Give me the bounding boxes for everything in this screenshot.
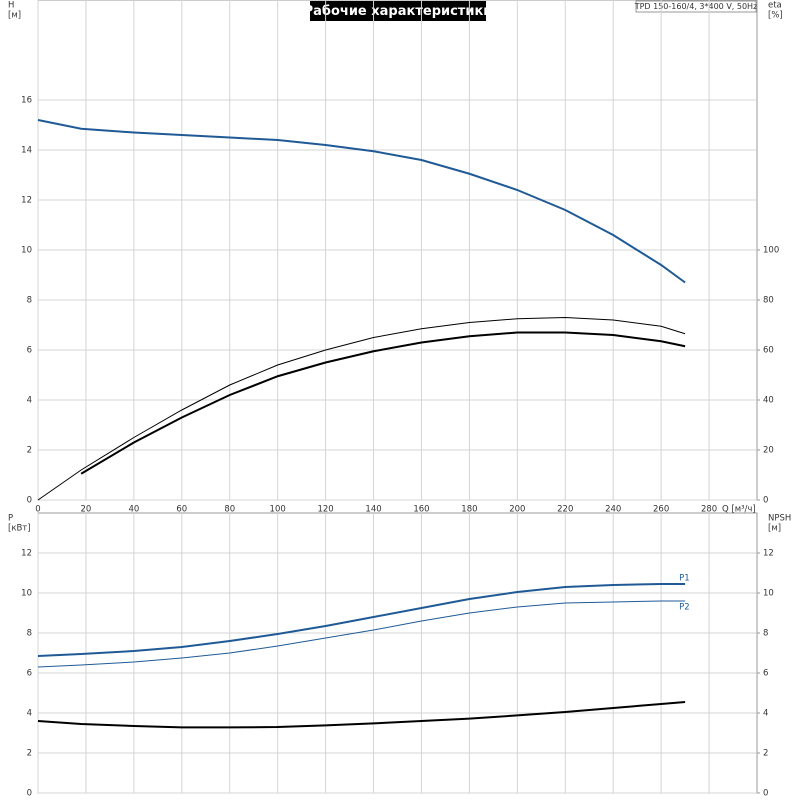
- y2-tick-label: 8: [763, 629, 768, 639]
- y2-tick-label: 12: [763, 549, 774, 559]
- x-tick-label: 200: [509, 505, 525, 515]
- y2-tick-label: 40: [763, 396, 774, 406]
- y-tick-label: 10: [21, 589, 32, 599]
- y-tick-label: 16: [21, 96, 32, 106]
- y-axis-unit: [м]: [8, 11, 21, 21]
- x-tick-label: 120: [317, 505, 333, 515]
- y-tick-label: 0: [27, 789, 32, 799]
- annotation: TPD 150-160/4, 3*400 V, 50Hz: [634, 2, 758, 11]
- curve: [37, 701, 686, 729]
- y2-tick-label: 2: [763, 749, 768, 759]
- x-tick-label: 20: [81, 505, 92, 515]
- y-tick-label: 12: [21, 549, 32, 559]
- y2-axis-label: NPSH: [768, 514, 791, 524]
- curve: [37, 583, 686, 657]
- curve: [37, 316, 686, 501]
- x-tick-label: 160: [413, 505, 429, 515]
- y2-tick-label: 100: [763, 246, 779, 256]
- y-tick-label: 0: [27, 496, 32, 506]
- annotation-box: [635, 0, 757, 13]
- x-tick-label: 140: [365, 505, 381, 515]
- y-axis-label: P: [8, 514, 13, 524]
- y-tick-label: 10: [21, 246, 32, 256]
- curve: [37, 119, 686, 284]
- y-axis-unit: [кВт]: [8, 524, 31, 534]
- y-tick-label: 4: [27, 396, 32, 406]
- x-tick-label: 180: [461, 505, 477, 515]
- y2-tick-label: 60: [763, 346, 774, 356]
- x-tick-label: 100: [270, 505, 286, 515]
- y2-tick-label: 10: [763, 589, 774, 599]
- y2-axis-unit: [м]: [768, 524, 781, 534]
- x-tick-label: 0: [35, 505, 40, 515]
- series-label: P2: [679, 603, 690, 613]
- y-tick-label: 4: [27, 709, 32, 719]
- y2-tick-label: 20: [763, 446, 774, 456]
- y2-tick-label: 0: [763, 789, 768, 799]
- y-tick-label: 2: [27, 446, 32, 456]
- y-tick-label: 12: [21, 196, 32, 206]
- x-axis-label: Q [м³/ч]: [722, 505, 756, 515]
- series-label: P1: [679, 574, 690, 584]
- y-tick-label: 8: [27, 629, 32, 639]
- x-tick-label: 60: [176, 505, 187, 515]
- y-tick-label: 6: [27, 346, 32, 356]
- y2-axis-label: eta: [768, 1, 782, 11]
- y2-tick-label: 4: [763, 709, 768, 719]
- y-tick-label: 8: [27, 296, 32, 306]
- title-box: [310, 1, 486, 21]
- plot-frame: [37, 512, 758, 794]
- y-axis-label: H: [8, 1, 14, 11]
- y-tick-label: 6: [27, 669, 32, 679]
- x-tick-label: 240: [605, 505, 621, 515]
- y2-tick-label: 0: [763, 496, 768, 506]
- curve: [80, 331, 686, 475]
- x-tick-label: 80: [224, 505, 235, 515]
- x-tick-label: 40: [128, 505, 139, 515]
- y2-axis-unit: [%]: [768, 11, 783, 21]
- y-tick-label: 2: [27, 749, 32, 759]
- x-tick-label: 280: [701, 505, 717, 515]
- x-tick-label: 260: [653, 505, 669, 515]
- x-tick-label: 220: [557, 505, 573, 515]
- chart-title: Рабочие характеристики: [304, 4, 493, 19]
- y2-tick-label: 80: [763, 296, 774, 306]
- y-tick-label: 14: [21, 146, 32, 156]
- curve: [37, 600, 686, 668]
- y2-tick-label: 6: [763, 669, 768, 679]
